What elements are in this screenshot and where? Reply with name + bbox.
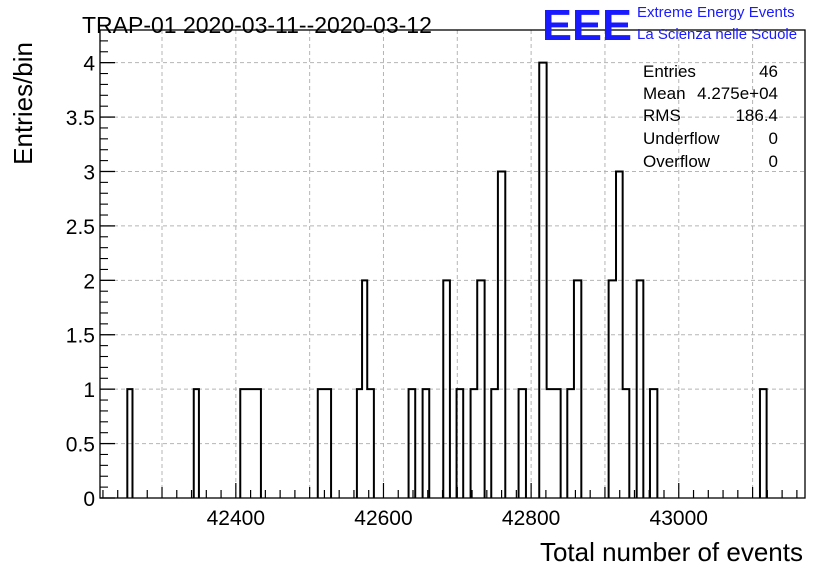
eee-logo-line1: Extreme Energy Events: [637, 4, 795, 21]
eee-logo: EEE Extreme Energy Events La Scienza nel…: [542, 1, 797, 50]
x-tick-label: 43000: [650, 507, 708, 530]
eee-logo-line2: La Scienza nelle Scuole: [637, 26, 797, 43]
stats-value-mean: 4.275e+04: [697, 84, 778, 103]
plot-frame: [99, 29, 806, 499]
y-tick-label: 4: [83, 53, 95, 76]
grid-lines: [100, 30, 805, 498]
chart-title: TRAP-01 2020-03-11--2020-03-12: [82, 12, 432, 38]
y-tick-label: 0.5: [66, 434, 95, 457]
stats-value-overflow: 0: [769, 152, 778, 171]
stats-value-rms: 186.4: [735, 106, 778, 125]
x-axis-title: Total number of events: [540, 537, 803, 567]
y-tick-label: 1: [83, 379, 95, 402]
histogram-outline: [126, 61, 768, 498]
x-tick-label: 42400: [207, 507, 265, 530]
y-tick-label: 2.5: [66, 216, 95, 239]
y-tick-label: 1.5: [66, 325, 95, 348]
y-tick-label: 2: [83, 270, 95, 293]
x-tick-label: 42600: [354, 507, 412, 530]
x-tick-label: 42800: [502, 507, 560, 530]
stats-value-entries: 46: [759, 62, 778, 81]
stats-label-rms: RMS: [643, 106, 681, 125]
stats-box: Entries 46 Mean 4.275e+04 RMS 186.4 Unde…: [643, 62, 778, 171]
stats-label-underflow: Underflow: [643, 129, 720, 148]
stats-label-mean: Mean: [643, 84, 686, 103]
y-tick-label: 0: [83, 488, 95, 511]
eee-logo-mark: EEE: [542, 1, 632, 50]
y-tick-label: 3.5: [66, 107, 95, 130]
y-axis-title: Entries/bin: [8, 42, 38, 165]
stats-label-entries: Entries: [643, 62, 696, 81]
y-tick-label: 3: [83, 161, 95, 184]
stats-value-underflow: 0: [769, 129, 778, 148]
stats-label-overflow: Overflow: [643, 152, 711, 171]
axis-ticks: 0 0.5 1 1.5 2 2.5 3 3.5 4 42400 42600 42800 43000: [66, 40, 798, 530]
